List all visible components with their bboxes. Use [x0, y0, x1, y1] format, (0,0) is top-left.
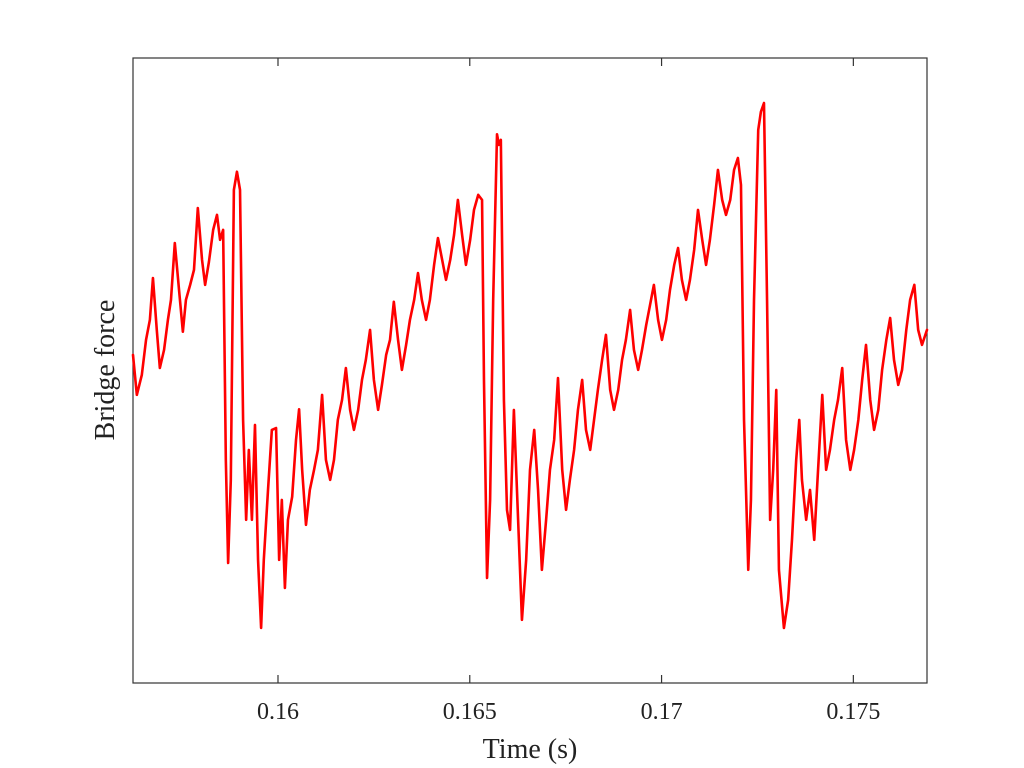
x-tick-label: 0.16	[257, 699, 299, 725]
x-tick-label: 0.175	[826, 699, 880, 725]
y-axis-label: Bridge force	[90, 300, 121, 441]
x-tick-label: 0.17	[641, 699, 683, 725]
plot-frame	[132, 57, 928, 684]
x-tick-label: 0.165	[443, 699, 497, 725]
data-line	[131, 101, 929, 630]
x-axis-label: Time (s)	[483, 734, 578, 765]
